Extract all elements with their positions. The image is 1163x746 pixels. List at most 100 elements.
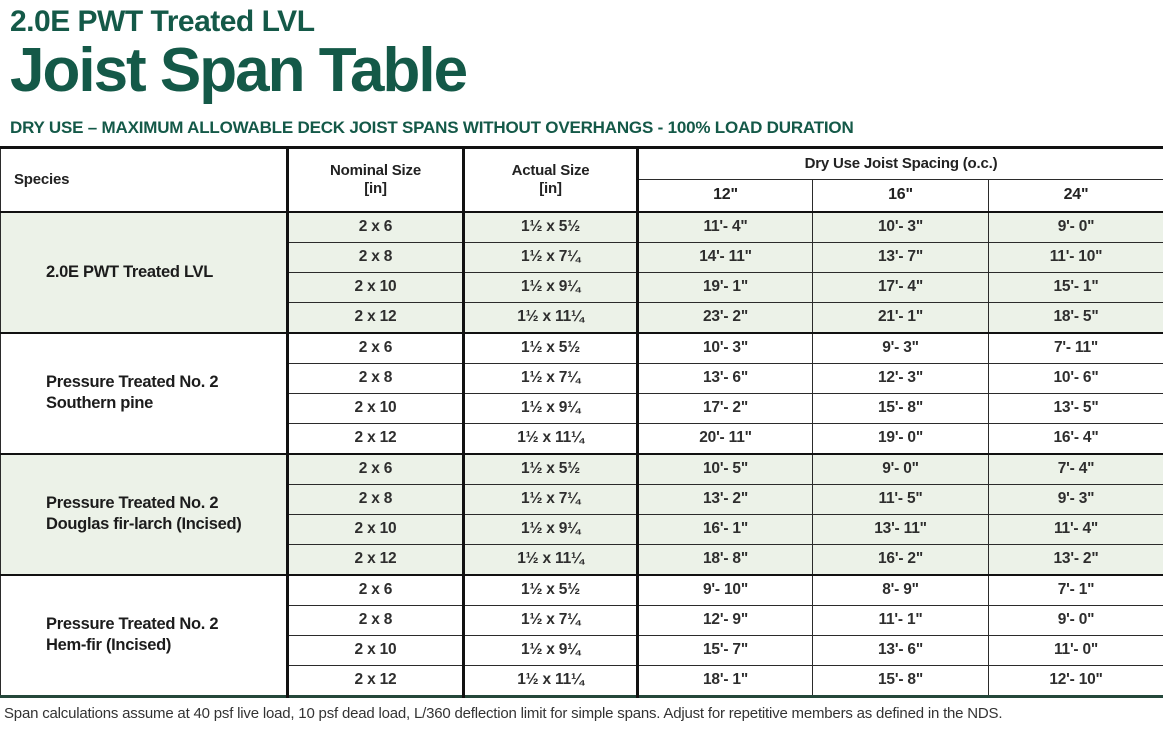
actual-size-cell: 1½ x 7¼	[463, 241, 639, 273]
span-value-cell: 19'- 0"	[812, 422, 989, 454]
span-value-cell: 11'- 10"	[987, 241, 1163, 273]
actual-size-cell: 1½ x 5½	[463, 331, 639, 364]
table-row: 2.0E PWT Treated LVL 2 x 6 1½ x 5½ 11'- 4" 1…	[0, 210, 1163, 333]
span-value-cell: 11'- 5"	[812, 483, 989, 515]
span-value-cell: 9'- 3"	[812, 331, 989, 364]
species-cell: Pressure Treated No. 2 Hem-fir (Incised)	[0, 573, 289, 697]
span-value-cell: 23'- 2"	[637, 301, 813, 333]
nominal-size-cell: 2 x 8	[287, 241, 465, 273]
span-value-cell: 20'- 11"	[637, 422, 813, 454]
span-value-cell: 18'- 5"	[987, 301, 1163, 333]
table-header: Species Nominal Size [in] Actual Size [i…	[0, 146, 1163, 213]
span-value-cell: 10'- 5"	[637, 452, 813, 485]
span-value-cell: 7'- 1"	[987, 573, 1163, 606]
nominal-size-cell: 2 x 10	[287, 392, 465, 424]
nominal-size-cell: 2 x 12	[287, 543, 465, 575]
actual-size-cell: 1½ x 11¼	[463, 543, 639, 575]
span-value-cell: 11'- 1"	[812, 604, 989, 636]
table-row: 2 x 8 1½ x 7¼ 13'- 2" 11'- 5" 9'- 3"	[1, 483, 1163, 515]
span-value-cell: 13'- 11"	[812, 513, 989, 545]
nominal-size-cell: 2 x 6	[287, 331, 465, 364]
span-value-cell: 18'- 8"	[637, 543, 813, 575]
actual-size-cell: 1½ x 5½	[463, 210, 639, 243]
nominal-size-cell: 2 x 6	[287, 573, 465, 606]
page-eyebrow: 2.0E PWT Treated LVL	[10, 5, 315, 38]
span-value-cell: 17'- 4"	[812, 271, 989, 303]
nominal-size-cell: 2 x 10	[287, 513, 465, 545]
col-header-spacing-16: 16"	[812, 178, 989, 213]
table-row: 2 x 10 1½ x 9¼ 17'- 2" 15'- 8" 13'- 5"	[1, 392, 1163, 424]
actual-size-cell: 1½ x 9¼	[463, 392, 639, 424]
actual-size-cell: 1½ x 7¼	[463, 362, 639, 394]
species-cell: 2.0E PWT Treated LVL	[0, 210, 289, 333]
table-row: 2 x 10 1½ x 9¼ 16'- 1" 13'- 11" 11'- 4"	[1, 513, 1163, 545]
actual-size-cell: 1½ x 9¼	[463, 634, 639, 666]
span-value-cell: 12'- 3"	[812, 362, 989, 394]
nominal-size-cell: 2 x 10	[287, 271, 465, 303]
actual-size-cell: 1½ x 9¼	[463, 513, 639, 545]
species-cell: Pressure Treated No. 2 Southern pine	[0, 331, 289, 454]
table-row: Pressure Treated No. 2 Hem-fir (Incised)…	[0, 573, 1163, 697]
span-value-cell: 16'- 1"	[637, 513, 813, 545]
span-value-cell: 10'- 6"	[987, 362, 1163, 394]
nominal-size-cell: 2 x 6	[287, 452, 465, 485]
col-header-nominal-size: Nominal Size [in]	[287, 146, 465, 212]
page-header: 2.0E PWT Treated LVL Joist Span Table	[0, 0, 1163, 102]
span-value-cell: 8'- 9"	[812, 573, 989, 606]
span-value-cell: 13'- 7"	[812, 241, 989, 273]
span-value-cell: 9'- 0"	[812, 452, 989, 485]
span-value-cell: 16'- 4"	[987, 422, 1163, 454]
span-value-cell: 12'- 10"	[987, 664, 1163, 697]
page-subtitle: DRY USE – MAXIMUM ALLOWABLE DECK JOIST S…	[10, 117, 854, 137]
span-value-cell: 14'- 11"	[637, 241, 813, 273]
span-value-cell: 13'- 6"	[637, 362, 813, 394]
span-value-cell: 15'- 8"	[812, 392, 989, 424]
span-value-cell: 21'- 1"	[812, 301, 989, 333]
actual-size-cell: 1½ x 5½	[463, 452, 639, 485]
table-row: 2 x 10 1½ x 9¼ 15'- 7" 13'- 6" 11'- 0"	[1, 634, 1163, 666]
table-row: 2 x 12 1½ x 11¼ 18'- 1" 15'- 8" 12'- 10"	[1, 664, 1163, 697]
span-value-cell: 15'- 8"	[812, 664, 989, 697]
nominal-size-cell: 2 x 12	[287, 422, 465, 454]
table-row: 2 x 10 1½ x 9¼ 19'- 1" 17'- 4" 15'- 1"	[1, 271, 1163, 303]
span-value-cell: 15'- 7"	[637, 634, 813, 666]
span-value-cell: 9'- 10"	[637, 573, 813, 606]
nominal-size-cell: 2 x 12	[287, 664, 465, 697]
table-row: Pressure Treated No. 2 Southern pine 2 x …	[0, 331, 1163, 454]
span-value-cell: 9'- 3"	[987, 483, 1163, 515]
table-row: 2 x 8 1½ x 7¼ 14'- 11" 13'- 7" 11'- 10"	[1, 241, 1163, 273]
actual-size-cell: 1½ x 11¼	[463, 664, 639, 697]
table-row: 2 x 8 1½ x 7¼ 12'- 9" 11'- 1" 9'- 0"	[1, 604, 1163, 636]
span-value-cell: 13'- 6"	[812, 634, 989, 666]
span-value-cell: 13'- 2"	[987, 543, 1163, 575]
nominal-size-cell: 2 x 8	[287, 604, 465, 636]
table-row: 2 x 8 1½ x 7¼ 13'- 6" 12'- 3" 10'- 6"	[1, 362, 1163, 394]
span-value-cell: 9'- 0"	[987, 210, 1163, 243]
span-value-cell: 7'- 11"	[987, 331, 1163, 364]
span-value-cell: 13'- 2"	[637, 483, 813, 515]
span-value-cell: 17'- 2"	[637, 392, 813, 424]
span-value-cell: 9'- 0"	[987, 604, 1163, 636]
species-cell: Pressure Treated No. 2 Douglas fir-larch…	[0, 452, 289, 575]
span-value-cell: 18'- 1"	[637, 664, 813, 697]
span-value-cell: 11'- 0"	[987, 634, 1163, 666]
actual-size-cell: 1½ x 9¼	[463, 271, 639, 303]
footnote: Span calculations assume at 40 psf live …	[4, 704, 1003, 722]
span-value-cell: 7'- 4"	[987, 452, 1163, 485]
span-value-cell: 10'- 3"	[812, 210, 989, 243]
col-header-spacing-24: 24"	[987, 178, 1163, 213]
col-header-spacing-group: Dry Use Joist Spacing (o.c.)	[636, 146, 1163, 180]
joist-span-table: Species Nominal Size [in] Actual Size [i…	[0, 145, 1163, 698]
actual-size-cell: 1½ x 11¼	[463, 301, 639, 333]
actual-size-cell: 1½ x 7¼	[463, 604, 639, 636]
span-value-cell: 16'- 2"	[812, 543, 989, 575]
col-header-actual-size: Actual Size [in]	[463, 146, 639, 212]
span-value-cell: 19'- 1"	[637, 271, 813, 303]
nominal-size-cell: 2 x 10	[287, 634, 465, 666]
actual-size-cell: 1½ x 11¼	[463, 422, 639, 454]
span-value-cell: 12'- 9"	[637, 604, 813, 636]
nominal-size-cell: 2 x 8	[287, 362, 465, 394]
table-row: Pressure Treated No. 2 Douglas fir-larch…	[0, 452, 1163, 575]
table-body: 2.0E PWT Treated LVL 2 x 6 1½ x 5½ 11'- 4" 1…	[0, 210, 1163, 697]
